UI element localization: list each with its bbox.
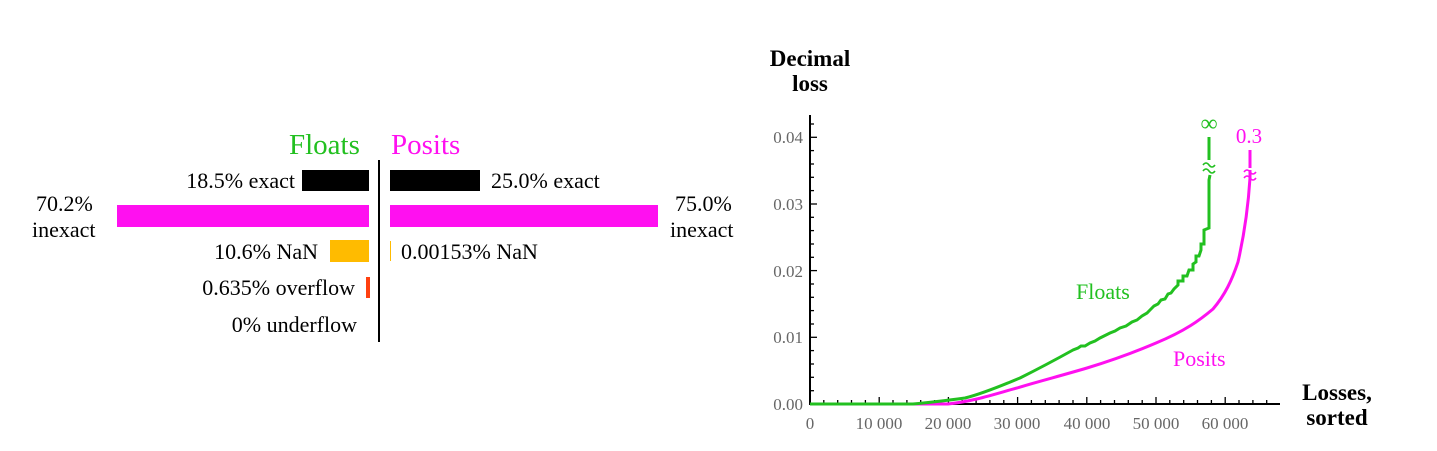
posits-header: Posits — [391, 129, 461, 161]
posits-series-label: Posits — [1173, 346, 1226, 371]
floats-header: Floats — [289, 129, 360, 161]
svg-text:60 000: 60 000 — [1202, 414, 1249, 433]
y-axis-title: Decimal loss — [740, 46, 880, 96]
floats-inexact-bar — [117, 205, 369, 227]
floats-overflow-label: 0.635% overflow — [202, 275, 355, 300]
svg-text:0.00: 0.00 — [773, 395, 803, 414]
y-axis-title-line2: loss — [792, 71, 828, 96]
svg-text:50 000: 50 000 — [1133, 414, 1180, 433]
floats-infinity-annotation: ∞ — [1200, 111, 1217, 137]
posits-inexact-word: inexact — [670, 217, 734, 242]
floats-underflow-label: 0% underflow — [231, 312, 357, 337]
floats-inexact-pct: 70.2% — [36, 191, 93, 216]
posits-nan-bar — [390, 241, 391, 261]
x-tick-labels: 0 10 000 20 000 30 000 40 000 50 000 60 … — [806, 414, 1249, 433]
posits-end-annotation: 0.3 — [1236, 124, 1262, 148]
floats-break-icon — [1202, 162, 1216, 174]
floats-curve — [810, 174, 1212, 406]
floats-nan-label: 10.6% NaN — [214, 239, 318, 264]
y-axis-title-line1: Decimal — [769, 46, 851, 71]
svg-text:0.03: 0.03 — [773, 195, 803, 214]
x-axis-title-line2: sorted — [1306, 405, 1368, 430]
svg-text:0.02: 0.02 — [773, 262, 803, 281]
svg-text:0.01: 0.01 — [773, 328, 803, 347]
svg-text:0: 0 — [806, 414, 815, 433]
floats-exact-label: 18.5% exact — [186, 168, 295, 193]
posits-break-icon — [1243, 169, 1257, 181]
floats-exact-bar — [302, 170, 369, 191]
posits-nan-label: 0.00153% NaN — [401, 239, 538, 264]
floats-nan-bar — [330, 240, 369, 262]
center-divider — [378, 160, 380, 342]
svg-text:10 000: 10 000 — [856, 414, 903, 433]
svg-text:40 000: 40 000 — [1064, 414, 1111, 433]
svg-text:20 000: 20 000 — [925, 414, 972, 433]
x-axis-title-line1: Losses, — [1302, 380, 1372, 405]
svg-text:30 000: 30 000 — [994, 414, 1041, 433]
posits-curve — [810, 170, 1252, 406]
x-axis-title: Losses, sorted — [1282, 380, 1392, 430]
floats-overflow-bar — [366, 277, 370, 298]
y-tick-labels: 0.00 0.01 0.02 0.03 0.04 — [773, 128, 803, 414]
posits-inexact-pct: 75.0% — [675, 191, 732, 216]
svg-text:0.04: 0.04 — [773, 128, 803, 147]
posits-inexact-bar — [390, 205, 658, 227]
floats-series-label: Floats — [1076, 279, 1130, 304]
posits-exact-label: 25.0% exact — [491, 168, 600, 193]
floats-inexact-word: inexact — [32, 217, 96, 242]
posits-exact-bar — [390, 170, 480, 191]
y-ticks — [810, 123, 817, 392]
